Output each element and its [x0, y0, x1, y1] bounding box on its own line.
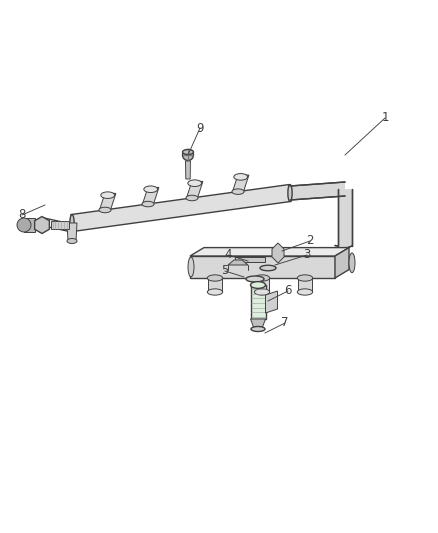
Text: 9: 9 [196, 122, 204, 134]
Polygon shape [99, 193, 116, 210]
Text: 5: 5 [221, 264, 229, 278]
Polygon shape [208, 278, 222, 292]
Text: 6: 6 [284, 285, 292, 297]
Polygon shape [50, 221, 68, 229]
Ellipse shape [288, 184, 292, 201]
Polygon shape [228, 260, 248, 265]
Polygon shape [187, 181, 203, 198]
Polygon shape [35, 216, 49, 233]
Polygon shape [338, 189, 352, 246]
Ellipse shape [183, 149, 194, 160]
Ellipse shape [188, 257, 194, 277]
Text: 4: 4 [224, 248, 232, 262]
Polygon shape [235, 257, 265, 262]
Polygon shape [142, 188, 159, 204]
Ellipse shape [186, 195, 198, 201]
Polygon shape [290, 182, 345, 200]
Ellipse shape [99, 207, 111, 213]
Ellipse shape [251, 327, 265, 332]
Ellipse shape [207, 275, 223, 281]
Text: 8: 8 [18, 208, 26, 222]
Polygon shape [251, 285, 265, 319]
Text: 7: 7 [281, 317, 289, 329]
Polygon shape [24, 218, 35, 232]
Polygon shape [67, 223, 77, 241]
Polygon shape [255, 278, 269, 292]
Text: 1: 1 [381, 111, 389, 125]
Polygon shape [265, 291, 278, 313]
Ellipse shape [207, 289, 223, 295]
Ellipse shape [67, 238, 77, 244]
Text: 2: 2 [306, 235, 314, 247]
Polygon shape [190, 248, 349, 256]
Ellipse shape [349, 253, 355, 273]
Ellipse shape [254, 289, 270, 295]
Ellipse shape [251, 281, 265, 288]
Polygon shape [335, 246, 352, 253]
Polygon shape [190, 256, 335, 278]
Polygon shape [71, 184, 291, 231]
Ellipse shape [232, 189, 244, 195]
Ellipse shape [297, 289, 313, 295]
Ellipse shape [260, 265, 276, 271]
Polygon shape [298, 278, 312, 292]
Polygon shape [233, 175, 249, 192]
Ellipse shape [246, 276, 264, 282]
Ellipse shape [254, 275, 270, 281]
Polygon shape [272, 243, 284, 263]
Ellipse shape [142, 201, 154, 207]
Ellipse shape [234, 174, 247, 180]
Circle shape [17, 218, 31, 232]
Ellipse shape [188, 180, 201, 187]
Ellipse shape [144, 186, 158, 192]
Ellipse shape [183, 149, 194, 155]
Ellipse shape [101, 192, 115, 198]
Polygon shape [335, 248, 349, 278]
Ellipse shape [70, 214, 74, 231]
Ellipse shape [297, 275, 313, 281]
Polygon shape [186, 161, 191, 179]
Text: 3: 3 [303, 248, 311, 262]
Polygon shape [251, 319, 265, 327]
